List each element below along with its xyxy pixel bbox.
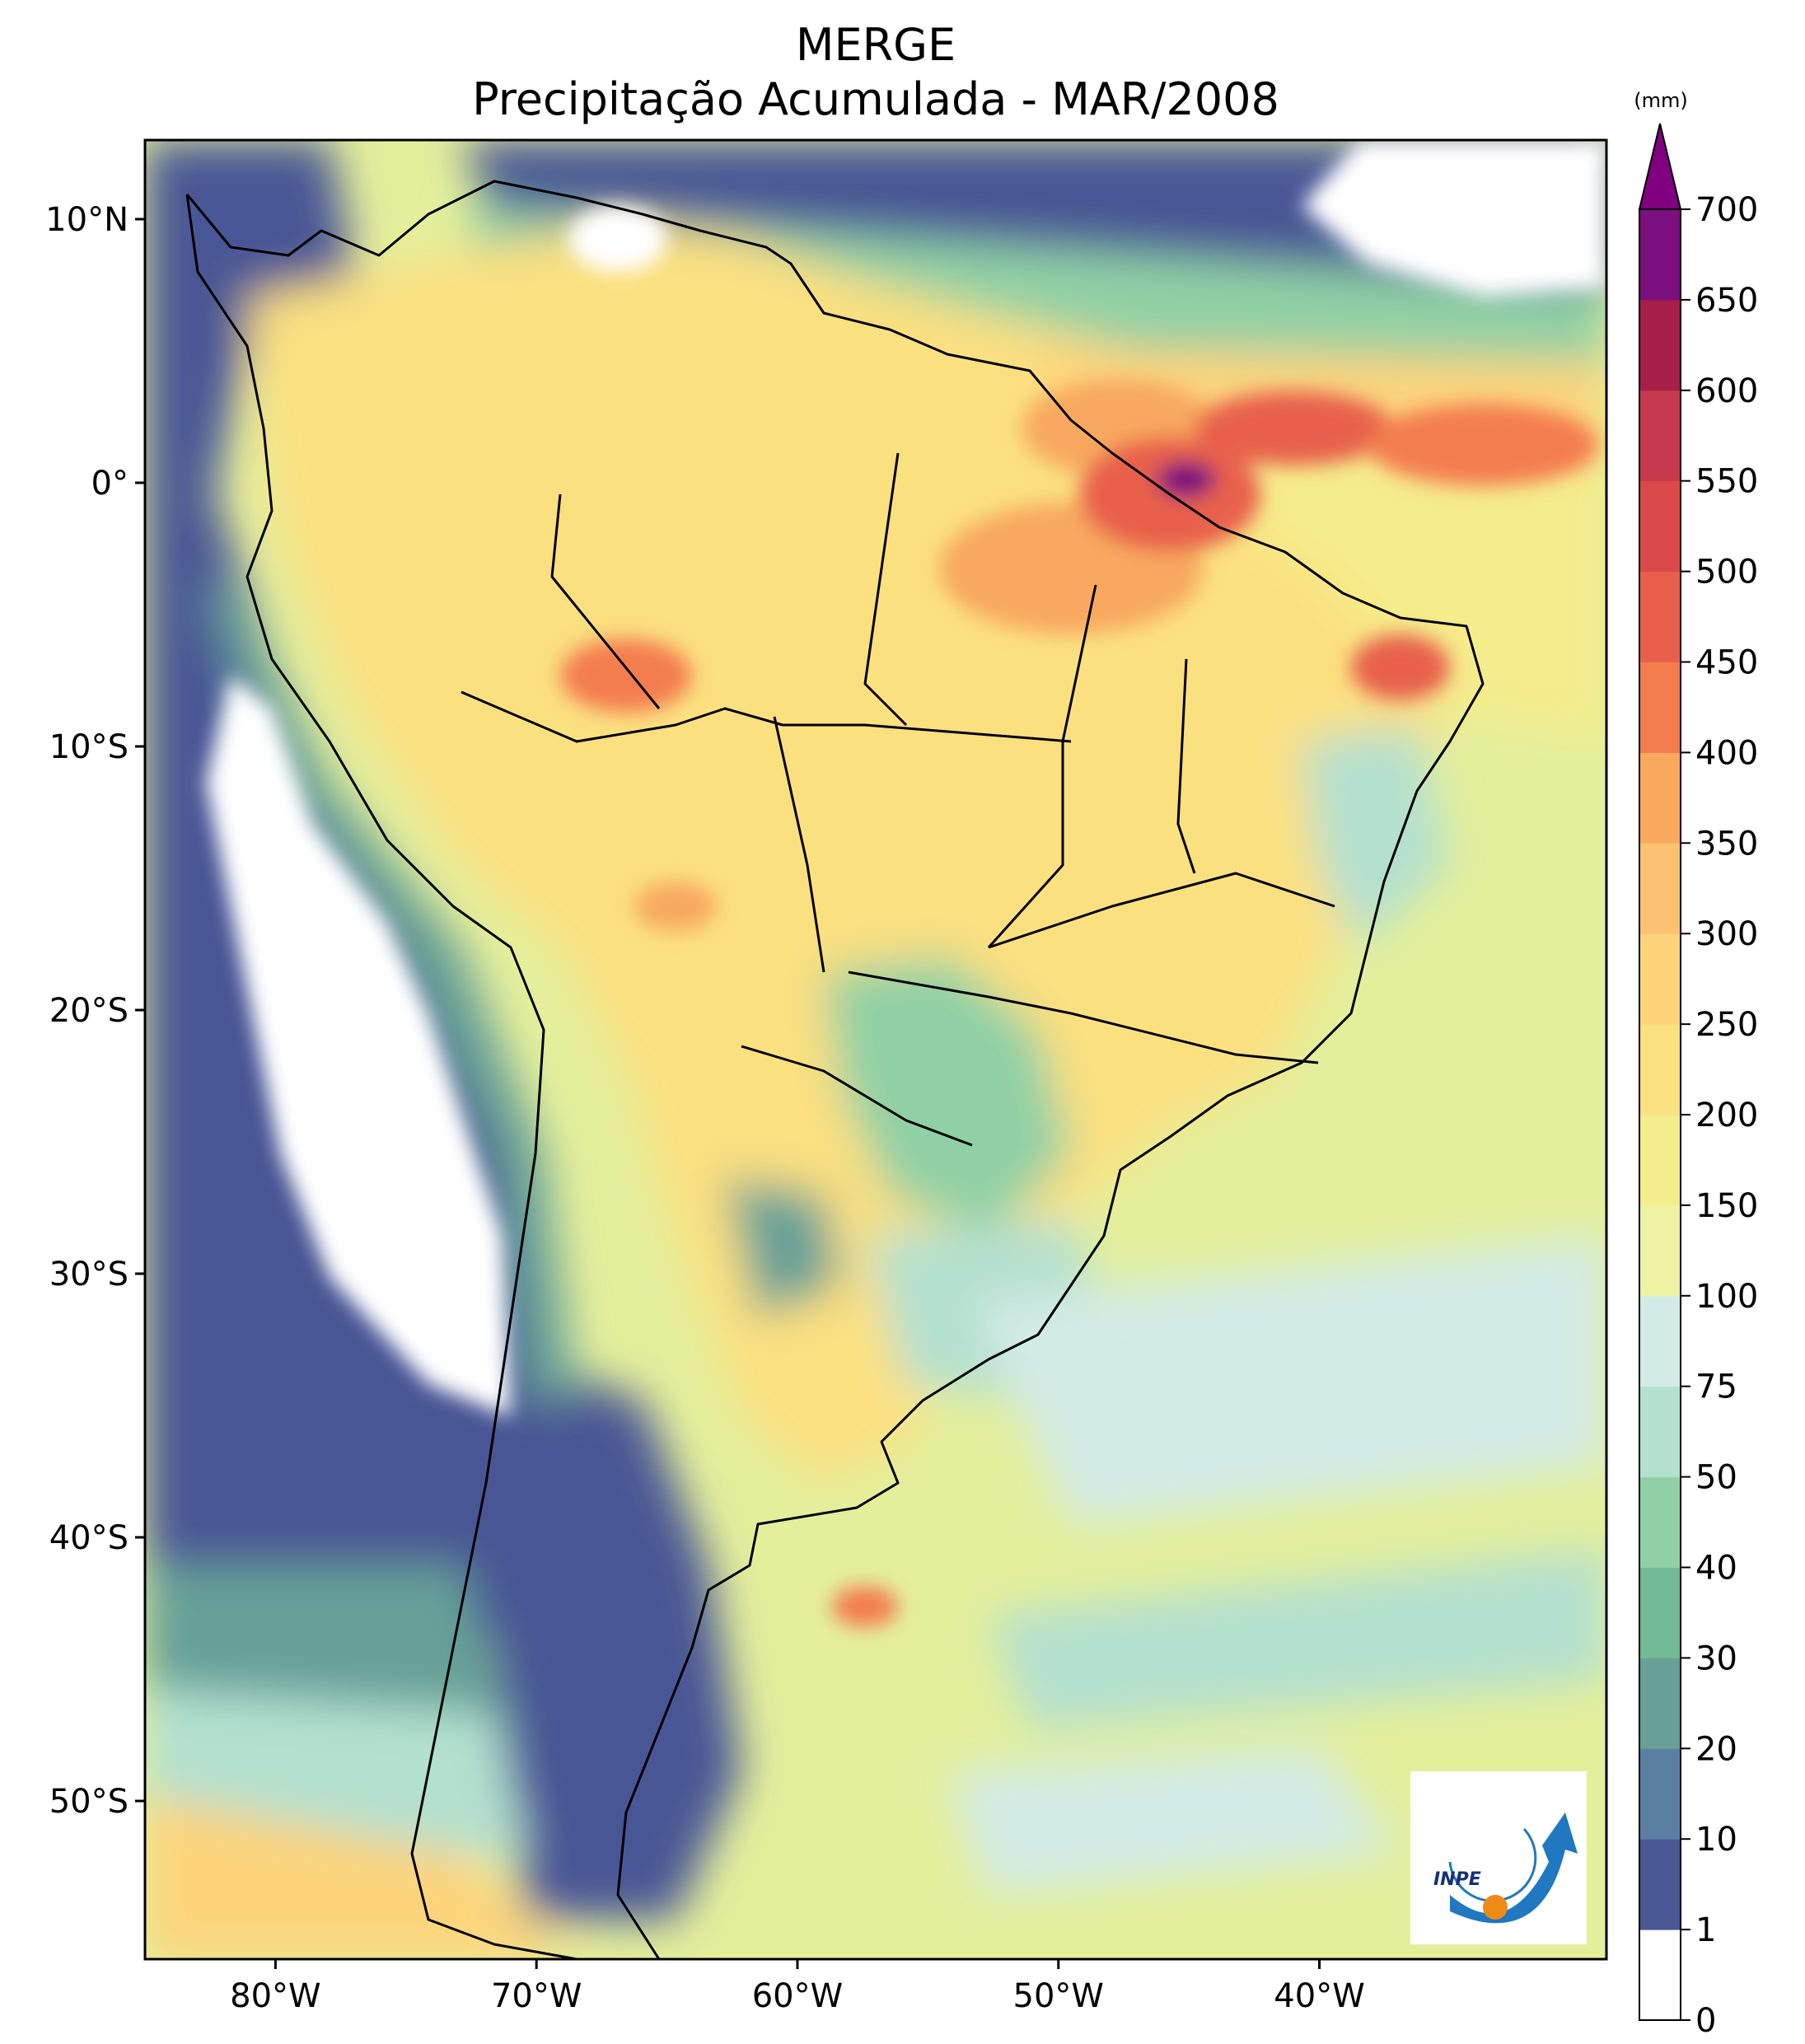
y-axis: 10°N 0° 10°S 20°S 30°S 40°S 50°S	[45, 201, 145, 1821]
x-tick-label: 50°W	[1013, 1977, 1104, 2015]
colorbar-swatch	[1639, 1929, 1681, 2021]
x-tick-label: 80°W	[230, 1977, 320, 2015]
colorbar-swatch	[1639, 1024, 1681, 1116]
colorbar-swatch	[1639, 480, 1681, 573]
x-tick-label: 40°W	[1274, 1977, 1364, 2015]
colorbar-level-label: 10	[1695, 1821, 1737, 1859]
y-tick-label: 20°S	[49, 992, 129, 1030]
colorbar-level-label: 0	[1695, 2002, 1716, 2040]
colorbar-swatch	[1639, 752, 1681, 844]
colorbar-swatch	[1639, 571, 1681, 662]
coastline-borders	[185, 180, 1485, 1959]
colorbar-level-label: 450	[1695, 644, 1758, 682]
colorbar-level-label: 20	[1695, 1730, 1737, 1768]
inpe-logo-icon: INPE	[1410, 1771, 1587, 1944]
colorbar-level-label: 500	[1695, 554, 1758, 592]
colorbar-extend-arrow	[1638, 123, 1682, 210]
colorbar-level-label: 300	[1695, 915, 1758, 953]
colorbar-swatch	[1639, 1658, 1681, 1749]
colorbar-level-label: 650	[1695, 282, 1758, 320]
colorbar-level-label: 400	[1695, 734, 1758, 772]
map-subtitle: Precipitação Acumulada - MAR/2008	[472, 73, 1279, 125]
colorbar-unit-label: (mm)	[1634, 89, 1687, 112]
map-title: MERGE	[795, 19, 956, 71]
colorbar-swatch	[1639, 1476, 1681, 1568]
colorbar-level-label: 40	[1695, 1550, 1737, 1588]
colorbar-level-label: 350	[1695, 825, 1758, 863]
colorbar-swatch	[1639, 933, 1681, 1025]
colorbar-level-label: 100	[1695, 1278, 1758, 1316]
y-tick-label: 10°N	[45, 201, 129, 239]
y-tick-label: 40°S	[49, 1519, 129, 1557]
colorbar-swatch	[1639, 843, 1681, 934]
colorbar-level-label: 200	[1695, 1097, 1758, 1134]
x-axis: 80°W 70°W 60°W 50°W 40°W	[230, 1959, 1365, 2015]
colorbar-swatch	[1639, 209, 1681, 301]
x-tick-label: 70°W	[491, 1977, 582, 2015]
y-tick-label: 10°S	[49, 728, 129, 766]
y-tick-label: 30°S	[49, 1256, 129, 1293]
inpe-logo-text: INPE	[1433, 1869, 1481, 1890]
colorbar-level-label: 150	[1695, 1187, 1758, 1225]
colorbar-swatch	[1639, 1567, 1681, 1658]
colorbar-level-label: 1	[1695, 1911, 1716, 1949]
colorbar-level-label: 700	[1695, 191, 1758, 229]
colorbar-level-label: 50	[1695, 1459, 1737, 1497]
colorbar-level-label: 30	[1695, 1639, 1737, 1677]
colorbar-swatch	[1639, 1115, 1681, 1206]
colorbar-swatch	[1639, 1748, 1681, 1840]
colorbar-level-label: 550	[1695, 463, 1758, 501]
colorbar-level-label: 600	[1695, 372, 1758, 410]
colorbar-level-label: 250	[1695, 1006, 1758, 1044]
y-tick-label: 50°S	[49, 1783, 129, 1821]
colorbar-swatch	[1639, 1386, 1681, 1478]
precipitation-field	[145, 140, 1606, 1959]
x-tick-label: 60°W	[752, 1977, 843, 2015]
y-tick-label: 0°	[91, 465, 129, 503]
colorbar: (mm) 0 1 10 20 30 40 50 75 100 150 200 250 300 350 400…	[1634, 89, 1758, 2040]
colorbar-swatch	[1639, 299, 1681, 391]
colorbar-swatch	[1639, 662, 1681, 753]
colorbar-level-label: 75	[1695, 1368, 1737, 1406]
colorbar-swatch	[1639, 390, 1681, 482]
colorbar-swatch	[1639, 1839, 1681, 1930]
colorbar-swatch	[1639, 1295, 1681, 1387]
map-frame	[143, 138, 1608, 1961]
colorbar-swatch	[1639, 1204, 1681, 1297]
